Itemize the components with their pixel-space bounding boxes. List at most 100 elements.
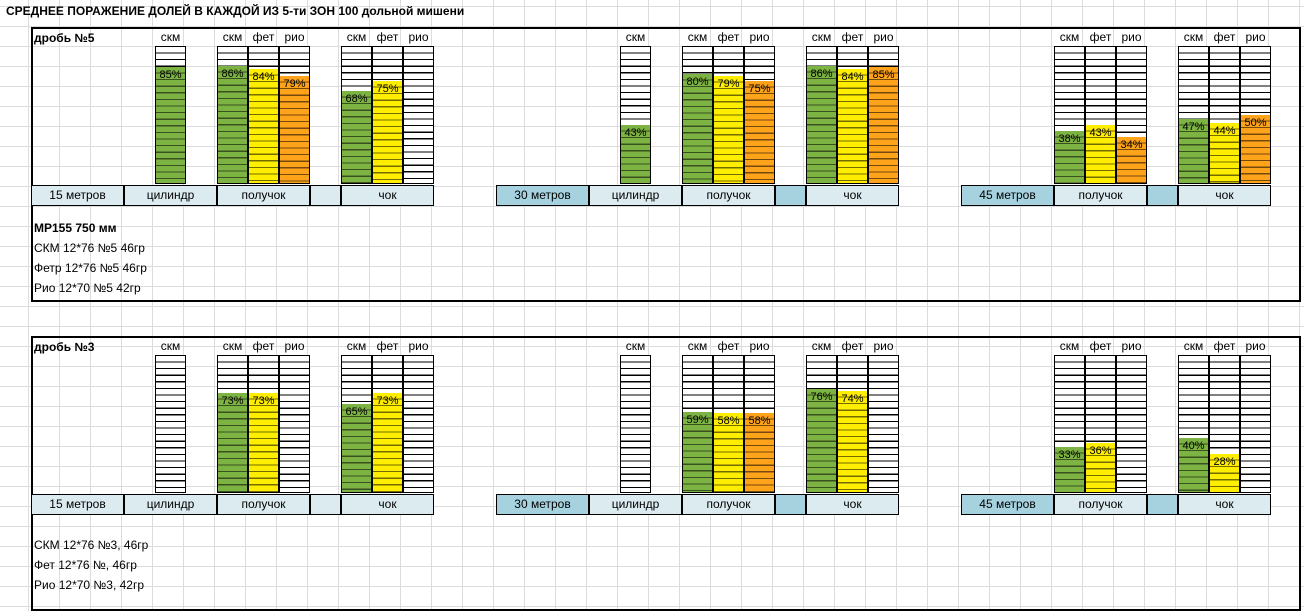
bar-скм bbox=[156, 67, 185, 183]
bar-column: 79% bbox=[279, 46, 310, 184]
bar-фет bbox=[373, 392, 402, 492]
bar-скм bbox=[683, 74, 712, 183]
bar-column: 84% bbox=[248, 46, 279, 184]
data-label: 73% bbox=[376, 394, 399, 407]
bar-column: 73% bbox=[217, 355, 248, 493]
category-label: получок bbox=[217, 494, 310, 515]
bar-column: 79% bbox=[713, 46, 744, 184]
bar-column: 85% bbox=[868, 46, 899, 184]
bar-скм bbox=[218, 66, 247, 183]
series-header-фет: фет bbox=[252, 339, 275, 353]
bar-column: 75% bbox=[744, 46, 775, 184]
bar-column: 84% bbox=[837, 46, 868, 184]
series-header-рио: рио bbox=[1121, 339, 1142, 353]
bar-column: 40% bbox=[1178, 355, 1209, 493]
series-header-фет: фет bbox=[1213, 339, 1236, 353]
series-header-скм: скм bbox=[1059, 339, 1080, 353]
data-label: 68% bbox=[345, 92, 368, 105]
category-label: чок bbox=[341, 185, 434, 206]
series-header-скм: скм bbox=[811, 339, 832, 353]
bar-column: 65% bbox=[341, 355, 372, 493]
data-label: 44% bbox=[1213, 125, 1236, 138]
series-header-фет: фет bbox=[376, 339, 399, 353]
bar-column bbox=[403, 46, 434, 184]
series-header-рио: рио bbox=[1121, 30, 1142, 44]
data-label: 79% bbox=[717, 77, 740, 90]
data-label: 47% bbox=[1182, 121, 1205, 134]
bar-фет bbox=[1086, 443, 1115, 492]
bar-column: 58% bbox=[713, 355, 744, 493]
bar-column: 86% bbox=[806, 46, 837, 184]
series-header-рио: рио bbox=[749, 339, 770, 353]
series-header-фет: фет bbox=[1213, 30, 1236, 44]
data-label: 75% bbox=[376, 83, 399, 95]
category-label: получок bbox=[1054, 494, 1147, 515]
chart-title: дробь №3 bbox=[34, 340, 95, 354]
bar-column: 85% bbox=[155, 46, 186, 184]
data-label: 36% bbox=[1089, 445, 1112, 458]
series-header-скм: скм bbox=[1183, 339, 1204, 353]
series-header-рио: рио bbox=[284, 30, 305, 44]
bar-скм bbox=[218, 392, 247, 492]
bar-фет bbox=[1210, 123, 1239, 183]
bar-column: 43% bbox=[1085, 46, 1116, 184]
series-header-рио: рио bbox=[408, 339, 429, 353]
data-label: 40% bbox=[1182, 439, 1205, 452]
data-label: 58% bbox=[717, 415, 740, 428]
category-label bbox=[310, 494, 341, 515]
data-label: 73% bbox=[221, 394, 244, 407]
series-header-рио: рио bbox=[873, 339, 894, 353]
category-label bbox=[775, 494, 806, 515]
category-label: цилиндр bbox=[589, 185, 682, 206]
category-label: цилиндр bbox=[589, 494, 682, 515]
bar-фет bbox=[714, 75, 743, 183]
chart-panel-1 bbox=[31, 27, 1301, 302]
bar-скм bbox=[1055, 447, 1084, 492]
series-header-скм: скм bbox=[687, 30, 708, 44]
data-label: 84% bbox=[841, 70, 864, 83]
category-label: получок bbox=[682, 185, 775, 206]
series-header-скм: скм bbox=[160, 30, 181, 44]
bar-column bbox=[1240, 355, 1271, 493]
bar-фет bbox=[249, 392, 278, 492]
note-line: Рио 12*70 №5 42гр bbox=[34, 281, 141, 295]
bar-фет bbox=[1086, 124, 1115, 183]
category-label: 45 метров bbox=[961, 185, 1054, 206]
data-label: 43% bbox=[1089, 126, 1112, 139]
category-label: цилиндр bbox=[124, 185, 217, 206]
category-label: 30 метров bbox=[496, 185, 589, 206]
series-header-скм: скм bbox=[346, 339, 367, 353]
category-label bbox=[1147, 494, 1178, 515]
series-header-фет: фет bbox=[717, 339, 740, 353]
series-header-скм: скм bbox=[160, 339, 181, 353]
bar-column bbox=[620, 355, 651, 493]
data-label: 43% bbox=[624, 126, 647, 139]
series-header-фет: фет bbox=[717, 30, 740, 44]
note-line: МР155 750 мм bbox=[34, 221, 117, 235]
series-header-скм: скм bbox=[1183, 30, 1204, 44]
bar-скм bbox=[807, 388, 836, 492]
category-label: чок bbox=[806, 185, 899, 206]
note-line: СКМ 12*76 №3, 46гр bbox=[34, 538, 149, 552]
bar-column: 73% bbox=[248, 355, 279, 493]
data-label: 73% bbox=[252, 394, 275, 407]
bar-column bbox=[155, 355, 186, 493]
bar-column: 73% bbox=[372, 355, 403, 493]
series-header-фет: фет bbox=[841, 339, 864, 353]
series-header-фет: фет bbox=[376, 30, 399, 44]
data-label: 80% bbox=[686, 76, 709, 89]
bar-column: 50% bbox=[1240, 46, 1271, 184]
bar-рио bbox=[1241, 115, 1270, 183]
bar-column bbox=[403, 355, 434, 493]
category-label: цилиндр bbox=[124, 494, 217, 515]
series-header-рио: рио bbox=[1245, 339, 1266, 353]
bar-рио bbox=[280, 75, 309, 183]
category-label: 15 метров bbox=[31, 185, 124, 206]
data-label: 74% bbox=[841, 393, 864, 406]
data-label: 86% bbox=[221, 68, 244, 81]
category-label: получок bbox=[1054, 185, 1147, 206]
bar-фет bbox=[838, 68, 867, 183]
category-label: 30 метров bbox=[496, 494, 589, 515]
page-title: СРЕДНЕЕ ПОРАЖЕНИЕ ДОЛЕЙ В КАЖДОЙ ИЗ 5-ти… bbox=[6, 4, 465, 18]
category-label bbox=[775, 185, 806, 206]
